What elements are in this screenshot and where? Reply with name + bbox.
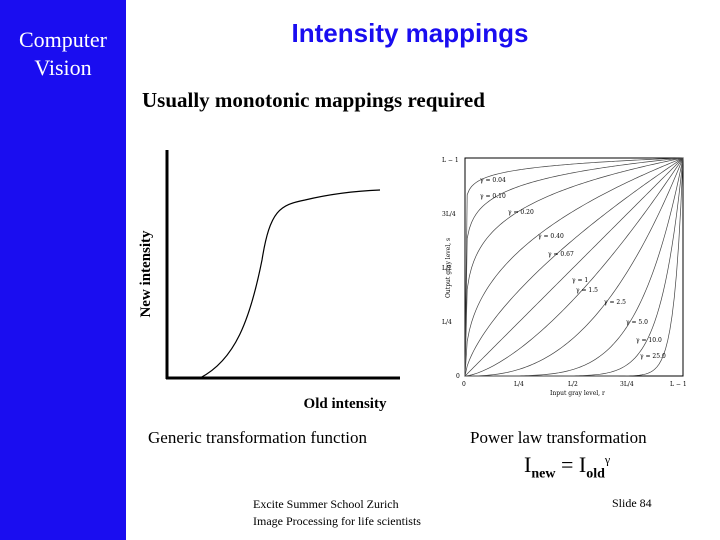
formula-gamma: γ (604, 452, 611, 467)
footer-line2: Image Processing for life scientists (253, 514, 421, 528)
power-law-ylabel: Output gray level, s (445, 238, 452, 298)
ytick-label: 0 (456, 373, 460, 380)
ytick-label: L/4 (442, 319, 452, 326)
gamma-curve (464, 157, 684, 377)
generic-caption: Generic transformation function (148, 428, 368, 447)
gamma-label: γ = 10.0 (636, 337, 662, 344)
gamma-curve (465, 157, 684, 377)
slide-subtitle: Usually monotonic mappings required (142, 88, 485, 112)
generic-transformation-chart (165, 150, 400, 380)
ytick-label: 3L/4 (442, 211, 456, 218)
gamma-label: γ = 0.10 (480, 193, 506, 200)
chart-ylabel: New intensity (138, 230, 154, 318)
slide-number: Slide 84 (612, 496, 652, 510)
xtick-label: 0 (462, 381, 466, 388)
sidebar-title: Computer Vision (0, 26, 126, 82)
footer-line1: Excite Summer School Zurich (253, 497, 399, 511)
slide-title: Intensity mappings (291, 18, 529, 48)
gamma-curve (464, 157, 684, 377)
powerlaw-caption: Power law transformation (470, 428, 647, 447)
power-law-xlabel: Input gray level, r (550, 390, 605, 397)
sidebar-title-line1: Computer (19, 27, 107, 52)
gamma-label: γ = 1.5 (576, 287, 598, 294)
gamma-label: γ = 5.0 (626, 319, 648, 326)
gamma-curve (464, 157, 684, 377)
chart-xlabel: Old intensity (303, 396, 387, 412)
power-law-curves (464, 157, 684, 377)
gamma-curve (464, 157, 684, 377)
ytick-label: L − 1 (442, 157, 459, 164)
sidebar: Computer Vision (0, 0, 126, 540)
gamma-label: γ = 0.20 (508, 209, 534, 216)
gamma-label: γ = 0.67 (548, 251, 574, 258)
gamma-curve (464, 157, 684, 377)
power-law-yticks: L − 1 3L/4 L/2 L/4 0 (442, 157, 460, 380)
sidebar-title-line2: Vision (34, 55, 92, 80)
footer-left: Excite Summer School Zurich Image Proces… (253, 496, 421, 530)
gamma-curve (464, 157, 684, 377)
xtick-label: L/4 (514, 381, 524, 388)
transformation-curve (199, 189, 381, 379)
power-law-gamma-labels: γ = 0.04 γ = 0.10 γ = 0.20 γ = 0.40 γ = … (480, 177, 666, 360)
xtick-label: L/2 (568, 381, 578, 388)
formula-base-old: I (578, 452, 587, 477)
formula-sub-old: old (586, 466, 605, 482)
gamma-label: γ = 25.0 (640, 353, 666, 360)
ytick-label: L/2 (442, 265, 452, 272)
formula-base-new: I (524, 452, 532, 477)
gamma-label: γ = 1 (572, 277, 588, 284)
gamma-curve (465, 157, 684, 377)
formula-equals: = (555, 452, 579, 477)
power-law-figure: γ = 0.04 γ = 0.10 γ = 0.20 γ = 0.40 γ = … (442, 157, 687, 397)
formula-sub-new: new (531, 466, 556, 482)
gamma-label: γ = 0.40 (538, 233, 564, 240)
power-law-formula: Inew = Ioldγ (524, 452, 610, 482)
gamma-label: γ = 0.04 (480, 177, 506, 184)
xtick-label: L − 1 (670, 381, 687, 388)
power-law-xticks: 0 L/4 L/2 3L/4 L − 1 (462, 381, 687, 388)
gamma-curve (464, 157, 684, 377)
xtick-label: 3L/4 (620, 381, 634, 388)
gamma-label: γ = 2.5 (604, 299, 626, 306)
